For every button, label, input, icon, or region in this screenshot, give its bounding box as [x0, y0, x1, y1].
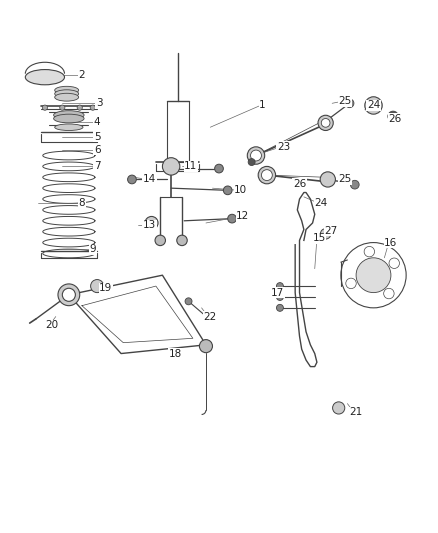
Text: 17: 17 [271, 288, 284, 297]
Text: 3: 3 [96, 98, 102, 108]
Ellipse shape [55, 86, 79, 94]
Text: 9: 9 [89, 244, 96, 254]
Text: 11: 11 [184, 161, 198, 172]
Text: 8: 8 [78, 198, 85, 208]
Ellipse shape [247, 147, 265, 164]
Text: 12: 12 [237, 212, 250, 221]
Circle shape [356, 258, 391, 293]
Circle shape [145, 216, 158, 230]
Ellipse shape [58, 284, 80, 305]
Circle shape [91, 279, 104, 293]
Text: 10: 10 [234, 185, 247, 195]
Text: 5: 5 [94, 132, 100, 142]
Text: 18: 18 [169, 349, 182, 359]
Text: 24: 24 [367, 100, 380, 110]
Circle shape [215, 164, 223, 173]
Circle shape [276, 294, 283, 301]
Circle shape [155, 235, 166, 246]
Ellipse shape [318, 115, 333, 131]
Circle shape [127, 175, 136, 184]
Text: 25: 25 [339, 174, 352, 184]
Circle shape [384, 288, 394, 299]
Ellipse shape [62, 288, 75, 301]
Circle shape [199, 340, 212, 353]
Circle shape [177, 235, 187, 246]
Circle shape [276, 282, 283, 289]
Circle shape [223, 186, 232, 195]
Circle shape [228, 214, 237, 223]
Text: 1: 1 [259, 100, 266, 110]
Ellipse shape [55, 124, 83, 131]
Text: 24: 24 [314, 198, 328, 208]
Ellipse shape [53, 114, 84, 123]
Ellipse shape [261, 169, 272, 181]
Circle shape [77, 105, 82, 110]
Circle shape [346, 278, 356, 288]
Text: 7: 7 [94, 161, 100, 172]
Text: 21: 21 [350, 407, 363, 417]
Text: 14: 14 [143, 174, 156, 184]
Text: 16: 16 [384, 238, 398, 247]
Circle shape [364, 246, 374, 257]
Ellipse shape [251, 150, 261, 161]
Text: 15: 15 [312, 233, 326, 243]
Circle shape [350, 180, 359, 189]
Text: 2: 2 [78, 70, 85, 80]
Ellipse shape [258, 166, 276, 184]
Ellipse shape [320, 172, 336, 187]
Circle shape [321, 229, 331, 239]
Ellipse shape [55, 90, 79, 98]
Ellipse shape [55, 93, 79, 101]
Text: 25: 25 [339, 96, 352, 106]
Circle shape [42, 105, 47, 110]
Text: 26: 26 [389, 114, 402, 124]
Circle shape [389, 258, 399, 269]
Text: 22: 22 [204, 312, 217, 321]
Circle shape [60, 105, 65, 110]
Text: 26: 26 [293, 179, 306, 189]
Circle shape [388, 111, 398, 122]
Ellipse shape [25, 70, 64, 85]
Ellipse shape [321, 118, 330, 127]
Text: 20: 20 [45, 320, 58, 330]
Circle shape [248, 158, 255, 166]
Text: 19: 19 [99, 283, 113, 293]
Text: 4: 4 [94, 117, 100, 126]
Circle shape [332, 402, 345, 414]
Ellipse shape [365, 97, 382, 114]
Text: 23: 23 [277, 142, 290, 152]
Circle shape [90, 105, 95, 110]
Circle shape [345, 99, 354, 108]
Text: 6: 6 [94, 145, 100, 155]
Text: 13: 13 [143, 220, 156, 230]
Circle shape [276, 304, 283, 311]
Ellipse shape [53, 111, 84, 119]
Text: 27: 27 [324, 226, 337, 236]
Circle shape [162, 158, 180, 175]
Circle shape [185, 298, 192, 305]
